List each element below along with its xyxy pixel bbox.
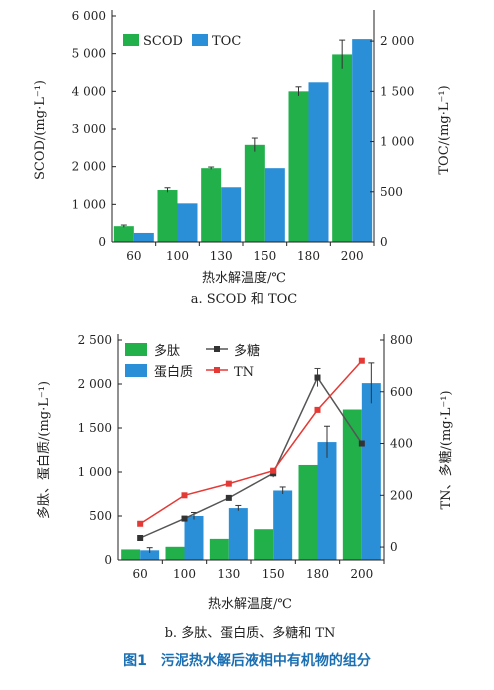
y-tick-label-left-b: 1 000 [78, 465, 112, 479]
x-tick-label-b: 130 [217, 567, 240, 581]
y-tick-label-left-b: 2 500 [78, 333, 112, 347]
bar-toc-60 [133, 232, 154, 242]
bar-protein-130 [228, 508, 248, 560]
legend-label-polypeptide: 多肽 [154, 343, 180, 359]
point-polysaccharide-60 [137, 535, 144, 541]
bar-scod-60 [113, 226, 134, 242]
y-axis-label-left-a: SCOD/(mg·L⁻¹) [33, 80, 48, 180]
point-tn-180 [314, 406, 321, 413]
x-tick-label-b: 200 [350, 567, 373, 581]
legend-label-scod: SCOD [143, 34, 183, 49]
y-axis-label-right-b: TN、多糖/(mg·L⁻¹) [438, 390, 454, 509]
y-tick-label-right-a: 500 [380, 185, 403, 199]
x-tick-label-a: 60 [126, 249, 141, 263]
y-tick-label-left-a: 1 000 [72, 197, 106, 211]
y-tick-label-left-b: 500 [89, 509, 112, 523]
x-tick-label-a: 180 [297, 249, 320, 263]
bar-protein-180 [317, 442, 337, 560]
point-tn-150 [270, 467, 277, 474]
x-tick-label-b: 60 [133, 567, 148, 581]
bar-protein-200 [361, 383, 381, 560]
y-tick-label-right-b: 400 [390, 437, 413, 451]
y-tick-label-left-a: 2 000 [72, 160, 106, 174]
legend-marker-polysaccharide [214, 346, 220, 352]
bar-protein-100 [184, 516, 204, 560]
point-polysaccharide-200 [358, 440, 365, 447]
y-tick-label-right-b: 600 [390, 385, 413, 399]
bar-toc-150 [264, 168, 285, 242]
y-axis-label-left-b: 多肽、蛋白质/(mg·L⁻¹) [36, 381, 52, 519]
point-tn-60 [137, 520, 144, 527]
y-tick-label-right-a: 1 500 [380, 84, 414, 98]
point-polysaccharide-130 [225, 494, 232, 501]
line-polysaccharide [139, 376, 363, 539]
legend-label-protein: 蛋白质 [154, 364, 193, 380]
bar-polypeptide-100 [165, 546, 185, 560]
y-tick-label-left-a: 3 000 [72, 122, 106, 136]
x-axis-label-a: 热水解温度/℃ [202, 270, 286, 286]
x-tick-label-b: 180 [306, 567, 329, 581]
point-polysaccharide-100 [181, 515, 188, 522]
legend-swatch-toc [192, 34, 208, 46]
y-tick-label-right-a: 1 000 [380, 135, 414, 149]
y-tick-label-left-b: 2 000 [78, 377, 112, 391]
legend-swatch-scod [123, 34, 139, 46]
line-tn [139, 360, 363, 525]
y-axis-label-right-a: TOC/(mg·L⁻¹) [437, 85, 452, 174]
x-tick-label-b: 150 [262, 567, 285, 581]
y-tick-label-left-b: 0 [104, 553, 112, 567]
bar-scod-150 [244, 144, 265, 242]
y-tick-label-right-a: 0 [380, 235, 388, 249]
bar-polypeptide-60 [121, 549, 141, 560]
y-tick-label-left-a: 0 [98, 235, 106, 249]
x-tick-label-a: 200 [341, 249, 364, 263]
bar-protein-60 [140, 550, 160, 560]
chart-a: 0 1 000 2 000 3 000 4 000 5 000 6 000 0 500 1 00… [33, 9, 452, 307]
bar-polypeptide-150 [254, 529, 274, 560]
bar-toc-200 [352, 39, 373, 243]
bar-toc-130 [221, 187, 242, 242]
bar-toc-180 [308, 82, 329, 242]
point-tn-130 [225, 480, 232, 487]
legend-label-tn: TN [234, 365, 254, 380]
y-tick-label-left-b: 1 500 [78, 421, 112, 435]
legend-label-polysaccharide: 多糖 [234, 343, 260, 359]
x-tick-label-b: 100 [173, 567, 196, 581]
point-tn-200 [358, 357, 365, 364]
y-tick-label-right-b: 800 [390, 333, 413, 347]
bar-polypeptide-130 [209, 538, 229, 560]
legend-marker-tn [214, 367, 220, 373]
point-tn-100 [181, 492, 188, 499]
bar-polypeptide-200 [342, 409, 362, 560]
bar-scod-100 [157, 190, 178, 242]
bar-scod-130 [201, 168, 222, 242]
chart-b: 0 500 1 000 1 500 2 000 2 500 0 200 400 600 800 6… [36, 333, 454, 641]
subcaption-b: b. 多肽、蛋白质、多糖和 TN [165, 625, 336, 641]
subcaption-a: a. SCOD 和 TOC [191, 292, 298, 307]
y-tick-label-right-a: 2 000 [380, 34, 414, 48]
y-tick-label-left-a: 6 000 [72, 9, 106, 23]
legend-label-toc: TOC [212, 34, 241, 49]
legend-swatch-protein [125, 364, 147, 377]
figure-caption: 图1 污泥热水解后液相中有机物的组分 [123, 652, 371, 669]
x-tick-label-a: 150 [253, 249, 276, 263]
bar-scod-200 [332, 54, 353, 242]
bar-scod-180 [288, 91, 309, 242]
y-tick-label-left-a: 5 000 [72, 47, 106, 61]
point-polysaccharide-180 [314, 374, 321, 381]
bar-protein-150 [273, 490, 293, 560]
bar-toc-100 [177, 203, 198, 242]
x-tick-label-a: 130 [210, 249, 233, 263]
y-tick-label-right-b: 0 [390, 540, 398, 554]
y-tick-label-left-a: 4 000 [72, 84, 106, 98]
y-tick-label-right-b: 200 [390, 488, 413, 502]
x-tick-label-a: 100 [166, 249, 189, 263]
x-axis-label-b: 热水解温度/℃ [208, 596, 292, 612]
legend-swatch-polypeptide [125, 343, 147, 356]
bar-polypeptide-180 [298, 464, 318, 560]
